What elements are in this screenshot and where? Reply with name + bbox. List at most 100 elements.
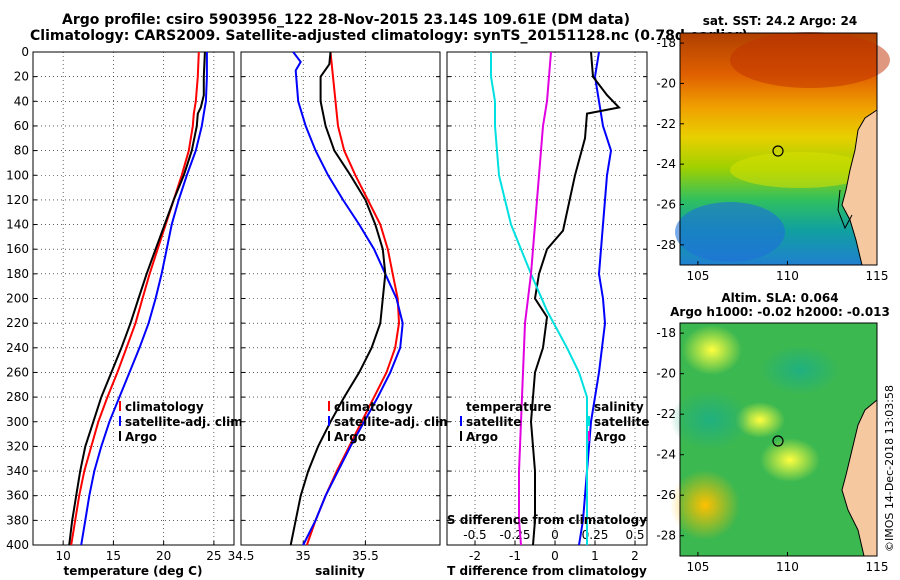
salinity-xlabel: salinity: [315, 564, 365, 578]
legend-argo: Argo: [334, 430, 366, 444]
coastline-detail: [837, 189, 853, 230]
legend-temp-satellite: satellite: [466, 415, 521, 429]
depth-tick-label: 360: [6, 489, 29, 503]
argo-location-marker: [772, 145, 784, 157]
series-line-temperature-satellite: [578, 51, 613, 546]
map-x-tick-label: 115: [866, 269, 889, 283]
difference-legend-temperature: temperature satellite Argo: [460, 400, 551, 444]
map-y-tick-label: -28: [656, 238, 676, 252]
legend-satellite-adj: satellite-adj. clim.: [334, 415, 456, 429]
series-line-satellite-adj-clim-: [80, 52, 208, 546]
series-line-temperature-argo: [529, 51, 622, 546]
legend-climatology: climatology: [334, 400, 413, 414]
series-line-argo: [68, 51, 206, 546]
x-tick-label: 2: [631, 549, 639, 563]
depth-tick-label: 80: [14, 144, 29, 158]
difference-legend-salinity: salinity satellite Argo: [588, 400, 649, 444]
depth-tick-label: 280: [6, 390, 29, 404]
series-line-climatology: [305, 51, 401, 546]
depth-tick-label: 400: [6, 538, 29, 552]
legend-argo: Argo: [125, 430, 157, 444]
series-line-salinity-satellite: [490, 52, 588, 545]
depth-tick-label: 180: [6, 267, 29, 281]
sst-mid-patch: [730, 152, 870, 188]
x-tick-label: 15: [106, 549, 121, 563]
legend-sal-argo: Argo: [594, 430, 626, 444]
map-x-tick-label: 115: [866, 560, 889, 574]
x-tick-label: 35.5: [352, 549, 379, 563]
x-tick-label: 1: [591, 549, 599, 563]
map-y-tick-label: -26: [656, 488, 676, 502]
depth-tick-label: 380: [6, 513, 29, 527]
top-tick-label: 0.5: [625, 528, 644, 542]
top-tick-label: 0.25: [582, 528, 609, 542]
salinity-gridlines: [240, 51, 440, 546]
temperature-panel: 0 20 40 60 80 100 120 140 160 180 200 220 240 260 280 3…: [6, 45, 247, 578]
map-x-tick-label: 110: [776, 560, 799, 574]
salinity-legend: climatology satellite-adj. clim. Argo: [328, 400, 456, 444]
depth-tick-label: 160: [6, 242, 29, 256]
sla-map-panel: Altim. SLA: 0.064 Argo h1000: -0.02 h200…: [656, 291, 889, 574]
map-y-tick-label: -26: [656, 197, 676, 211]
figure-title-line2: Climatology: CARS2009. Satellite-adjuste…: [30, 28, 748, 44]
salinity-series: [289, 51, 404, 546]
temperature-xlabel: temperature (deg C): [64, 564, 203, 578]
map-y-tick-label: -24: [656, 448, 676, 462]
legend-satellite-adj: satellite-adj. clim.: [125, 415, 247, 429]
imos-watermark: ©IMOS 14-Dec-2018 13:03:58: [883, 385, 896, 552]
map-y-tick-label: -28: [656, 529, 676, 543]
depth-tick-label: 140: [6, 218, 29, 232]
sla-map-title: Altim. SLA: 0.064: [721, 291, 838, 305]
sst-map-ticks: 105 110 115 -18 -20 -22 -24 -26 -28: [656, 36, 888, 283]
depth-tick-label: 60: [14, 119, 29, 133]
legend-sal-satellite: satellite: [594, 415, 649, 429]
depth-tick-label: 260: [6, 365, 29, 379]
map-x-tick-label: 105: [686, 560, 709, 574]
depth-tick-label: 240: [6, 341, 29, 355]
map-y-tick-label: -20: [656, 76, 676, 90]
sst-map-frame: [679, 32, 878, 266]
depth-tick-label: 0: [21, 45, 29, 59]
sla-high-1: [682, 325, 742, 375]
map-y-tick-label: -18: [656, 326, 676, 340]
difference-xlabel: T difference from climatology: [447, 564, 647, 578]
depth-tick-label: 340: [6, 464, 29, 478]
difference-panel: -2 -1 0 1 2 -0.5 -0.25 0 0.25 0.5 T difference f…: [446, 51, 649, 578]
x-tick-label: 20: [156, 549, 171, 563]
sla-high-3: [760, 438, 820, 482]
argo-location-marker: [772, 435, 784, 447]
x-tick-label: 25: [206, 549, 221, 563]
map-x-tick-label: 105: [686, 269, 709, 283]
difference-top-label: S difference from climatology: [447, 513, 647, 527]
depth-tick-label: 120: [6, 193, 29, 207]
x-tick-label: 0: [551, 549, 559, 563]
legend-salinity-title: salinity: [594, 400, 644, 414]
sla-map-ticks: 105 110 115 -18 -20 -22 -24 -26 -28: [656, 326, 888, 574]
depth-tick-label: 300: [6, 415, 29, 429]
depth-tick-label: 320: [6, 439, 29, 453]
top-tick-label: 0: [551, 528, 559, 542]
temperature-depth-ticks: 0 20 40 60 80 100 120 140 160 180 200 220 240 260 280 3…: [6, 45, 29, 552]
sla-map-subtitle: Argo h1000: -0.02 h2000: -0.013: [670, 305, 890, 319]
temperature-legend: climatology satellite-adj. clim. Argo: [119, 400, 247, 444]
temperature-gridlines: [33, 51, 234, 546]
series-line-satellite-adj-clim-: [292, 51, 404, 546]
salinity-axes-frame: [240, 51, 441, 546]
sst-map-panel: sat. SST: 24.2 Argo: 24 105 110 115 -18 -20 -…: [656, 14, 890, 283]
depth-tick-label: 100: [6, 168, 29, 182]
map-y-tick-label: -18: [656, 36, 676, 50]
depth-tick-label: 200: [6, 292, 29, 306]
map-y-tick-label: -24: [656, 157, 676, 171]
sla-high-2: [670, 470, 740, 540]
x-tick-label: -2: [469, 549, 481, 563]
x-tick-label: 10: [56, 549, 71, 563]
top-tick-label: -0.25: [499, 528, 530, 542]
x-tick-label: -1: [509, 549, 521, 563]
x-tick-label: 34.5: [228, 549, 255, 563]
top-tick-label: -0.5: [463, 528, 486, 542]
salinity-x-ticks: 34.5 35 35.5: [228, 541, 379, 563]
series-line-climatology: [70, 51, 200, 546]
sst-cool-patch: [675, 202, 785, 262]
sla-low-1: [670, 390, 750, 450]
